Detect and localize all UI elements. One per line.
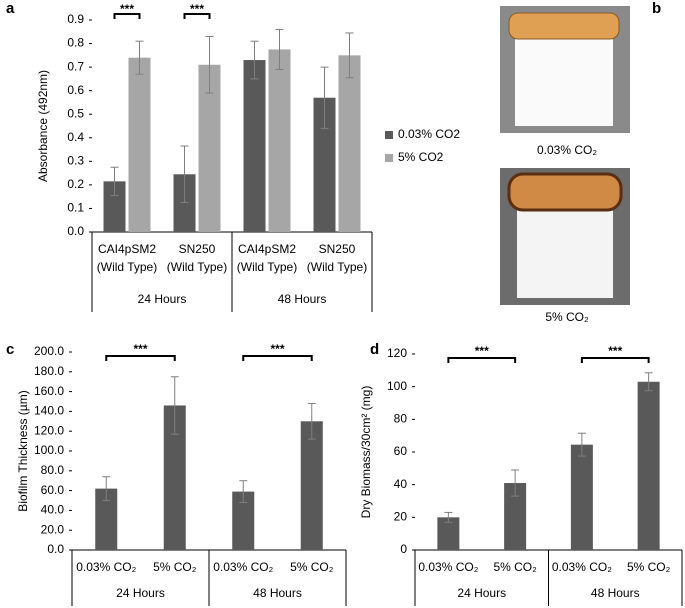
y-tick-label: 80 — [394, 412, 408, 426]
y-tick-label: 100 — [387, 379, 407, 393]
membrane — [517, 195, 613, 298]
significance-bracket — [447, 357, 517, 363]
y-axis-title: Biofilm Thickness (µm) — [16, 390, 30, 511]
x-tick-label: 5% CO₂ — [627, 560, 671, 574]
y-tick-label: 0 — [400, 542, 407, 556]
y-axis-title: Dry Biomass/30cm² (mg) — [359, 386, 373, 519]
y-tick-label: 20 — [394, 510, 408, 524]
significance-bracket — [105, 355, 176, 361]
y-tick-label: 0.5 — [67, 106, 84, 120]
group-label: 24 Hours — [457, 586, 506, 600]
significance-label: *** — [190, 2, 204, 16]
x-tick-label: 5% CO₂ — [290, 560, 334, 574]
y-tick-label: 180.0 — [34, 364, 64, 378]
x-tick-label: 0.03% CO₂ — [213, 560, 273, 574]
y-tick-label: 100.0 — [34, 443, 64, 457]
biofilm — [507, 172, 623, 212]
group-label: 24 Hours — [116, 586, 165, 600]
bar — [232, 491, 255, 550]
y-tick-label: 40 — [394, 477, 408, 491]
y-tick-label: 0.9 — [67, 12, 84, 26]
y-tick-label: 0.2 — [67, 177, 84, 191]
x-tick-label: (Wild Type) — [237, 260, 297, 274]
group-label: 24 Hours — [138, 292, 187, 306]
x-tick-label: 0.03% CO₂ — [76, 560, 136, 574]
x-tick-label: CAI4pSM2 — [238, 242, 296, 256]
y-tick-label: 120.0 — [34, 423, 64, 437]
y-tick-label: 200.0 — [34, 344, 64, 358]
group-label: 48 Hours — [591, 586, 640, 600]
membrane — [515, 30, 613, 126]
photo-caption: 0.03% CO₂ — [537, 143, 597, 157]
photo-panel: b 0.03% CO₂ 5% CO₂ — [500, 0, 661, 324]
legend-swatch — [385, 131, 393, 139]
significance-label: *** — [270, 342, 284, 356]
bar — [103, 181, 126, 232]
legend-swatch — [385, 154, 393, 162]
bar — [268, 49, 291, 232]
y-tick-label: 0.7 — [67, 59, 84, 73]
panel-label: a — [6, 0, 15, 17]
y-tick-label: 0.8 — [67, 36, 84, 50]
x-tick-label: 0.03% CO₂ — [418, 560, 478, 574]
x-tick-label: 0.03% CO₂ — [552, 560, 612, 574]
bar — [95, 488, 118, 550]
y-axis-title: Absorbance (492nm) — [36, 70, 50, 182]
y-tick-label: 0.4 — [67, 130, 84, 144]
y-tick-label: 60 — [394, 444, 408, 458]
bar — [570, 444, 593, 550]
y-tick-label: 80.0 — [41, 463, 65, 477]
y-tick-label: 60.0 — [41, 483, 65, 497]
significance-bracket — [113, 13, 141, 19]
group-label: 48 Hours — [278, 292, 327, 306]
significance-label: *** — [608, 344, 622, 358]
bar — [504, 483, 527, 550]
group-label: 48 Hours — [253, 586, 302, 600]
x-tick-label: SN250 — [319, 242, 356, 256]
y-tick-label: 120 — [387, 346, 407, 360]
x-tick-label: (Wild Type) — [97, 260, 157, 274]
y-tick-label: 40.0 — [41, 503, 65, 517]
x-tick-label: (Wild Type) — [167, 260, 227, 274]
significance-bracket — [580, 357, 650, 363]
significance-bracket — [242, 355, 313, 361]
y-tick-label: 140.0 — [34, 404, 64, 418]
x-tick-label: 5% CO₂ — [493, 560, 537, 574]
significance-label: *** — [133, 342, 147, 356]
biofilm — [508, 12, 620, 40]
bar — [313, 97, 336, 232]
bar — [437, 517, 460, 550]
x-tick-label: CAI4pSM2 — [98, 242, 156, 256]
x-tick-label: 5% CO₂ — [153, 560, 197, 574]
y-tick-label: 0.6 — [67, 83, 84, 97]
y-tick-label: 0.3 — [67, 154, 84, 168]
y-tick-label: 0.0 — [67, 224, 84, 238]
bar — [300, 421, 323, 550]
photo-caption: 5% CO₂ — [545, 310, 589, 324]
y-tick-label: 0.1 — [67, 201, 84, 215]
bar — [198, 64, 221, 232]
panel-label: c — [6, 341, 14, 358]
bar — [637, 381, 660, 550]
bar — [243, 60, 266, 232]
x-tick-label: (Wild Type) — [307, 260, 367, 274]
y-tick-label: 0.0 — [47, 542, 64, 556]
bar — [163, 405, 186, 550]
bar — [128, 57, 151, 232]
bar — [338, 55, 361, 233]
significance-bracket — [183, 13, 211, 19]
significance-label: *** — [475, 344, 489, 358]
panel-label: d — [370, 341, 379, 358]
panel-label: b — [652, 0, 661, 17]
x-tick-label: SN250 — [179, 242, 216, 256]
y-tick-label: 160.0 — [34, 384, 64, 398]
legend-label: 5% CO2 — [398, 150, 444, 164]
legend-label: 0.03% CO2 — [398, 127, 460, 141]
y-tick-label: 20.0 — [41, 522, 65, 536]
bar — [173, 174, 196, 232]
significance-label: *** — [120, 2, 134, 16]
